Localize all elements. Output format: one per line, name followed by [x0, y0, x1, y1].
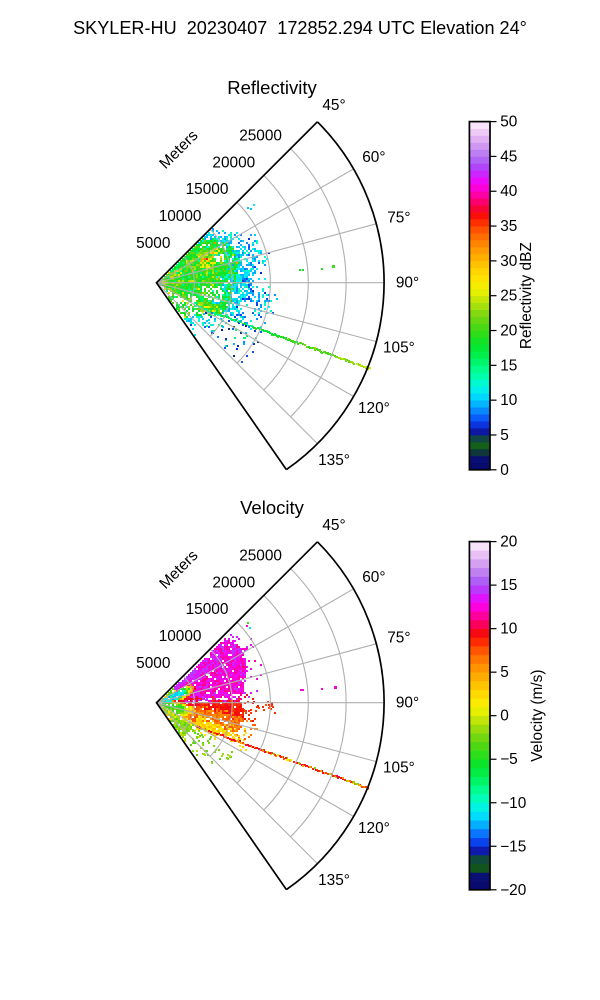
svg-text:90°: 90° — [396, 695, 419, 712]
svg-text:75°: 75° — [387, 210, 410, 227]
svg-text:−20: −20 — [500, 882, 526, 899]
svg-text:0: 0 — [500, 462, 509, 479]
svg-text:5000: 5000 — [136, 235, 170, 252]
svg-text:−5: −5 — [500, 751, 518, 768]
svg-text:15: 15 — [500, 577, 517, 594]
svg-text:75°: 75° — [387, 630, 410, 647]
svg-text:−15: −15 — [500, 838, 526, 855]
svg-text:120°: 120° — [358, 820, 390, 837]
svg-text:10000: 10000 — [159, 628, 202, 645]
svg-text:0: 0 — [500, 708, 509, 725]
svg-text:15: 15 — [500, 357, 517, 374]
svg-text:90°: 90° — [396, 275, 419, 292]
svg-text:135°: 135° — [318, 872, 350, 889]
svg-text:40: 40 — [500, 183, 517, 200]
svg-text:45: 45 — [500, 148, 517, 165]
svg-text:SKYLER-HU 20230407 172852.29: SKYLER-HU 20230407 172852.294 UTC Elevat… — [73, 18, 527, 38]
svg-text:50: 50 — [500, 114, 517, 131]
svg-text:60°: 60° — [362, 149, 385, 166]
svg-text:Velocity (m/s): Velocity (m/s) — [529, 670, 546, 762]
svg-text:10000: 10000 — [159, 208, 202, 225]
svg-text:45°: 45° — [322, 97, 345, 114]
svg-text:Reflectivity dBZ: Reflectivity dBZ — [518, 242, 535, 349]
svg-text:15000: 15000 — [186, 601, 229, 618]
svg-text:30: 30 — [500, 253, 517, 270]
svg-text:20000: 20000 — [212, 154, 255, 171]
svg-text:105°: 105° — [383, 340, 415, 357]
svg-text:15000: 15000 — [186, 181, 229, 198]
svg-text:25000: 25000 — [239, 128, 282, 145]
svg-text:25000: 25000 — [239, 548, 282, 565]
svg-text:25: 25 — [500, 288, 517, 305]
svg-text:135°: 135° — [318, 452, 350, 469]
svg-text:5: 5 — [500, 664, 509, 681]
svg-text:105°: 105° — [383, 760, 415, 777]
svg-text:Velocity: Velocity — [240, 497, 305, 518]
svg-text:5: 5 — [500, 427, 509, 444]
svg-text:10: 10 — [500, 621, 517, 638]
svg-text:20000: 20000 — [212, 574, 255, 591]
svg-text:20: 20 — [500, 534, 517, 551]
svg-text:20: 20 — [500, 323, 517, 340]
svg-text:10: 10 — [500, 392, 517, 409]
svg-text:45°: 45° — [322, 517, 345, 534]
svg-text:120°: 120° — [358, 400, 390, 417]
svg-text:35: 35 — [500, 218, 517, 235]
svg-text:−10: −10 — [500, 795, 526, 812]
svg-text:Reflectivity: Reflectivity — [227, 77, 317, 98]
svg-text:5000: 5000 — [136, 655, 170, 672]
svg-text:60°: 60° — [362, 569, 385, 586]
